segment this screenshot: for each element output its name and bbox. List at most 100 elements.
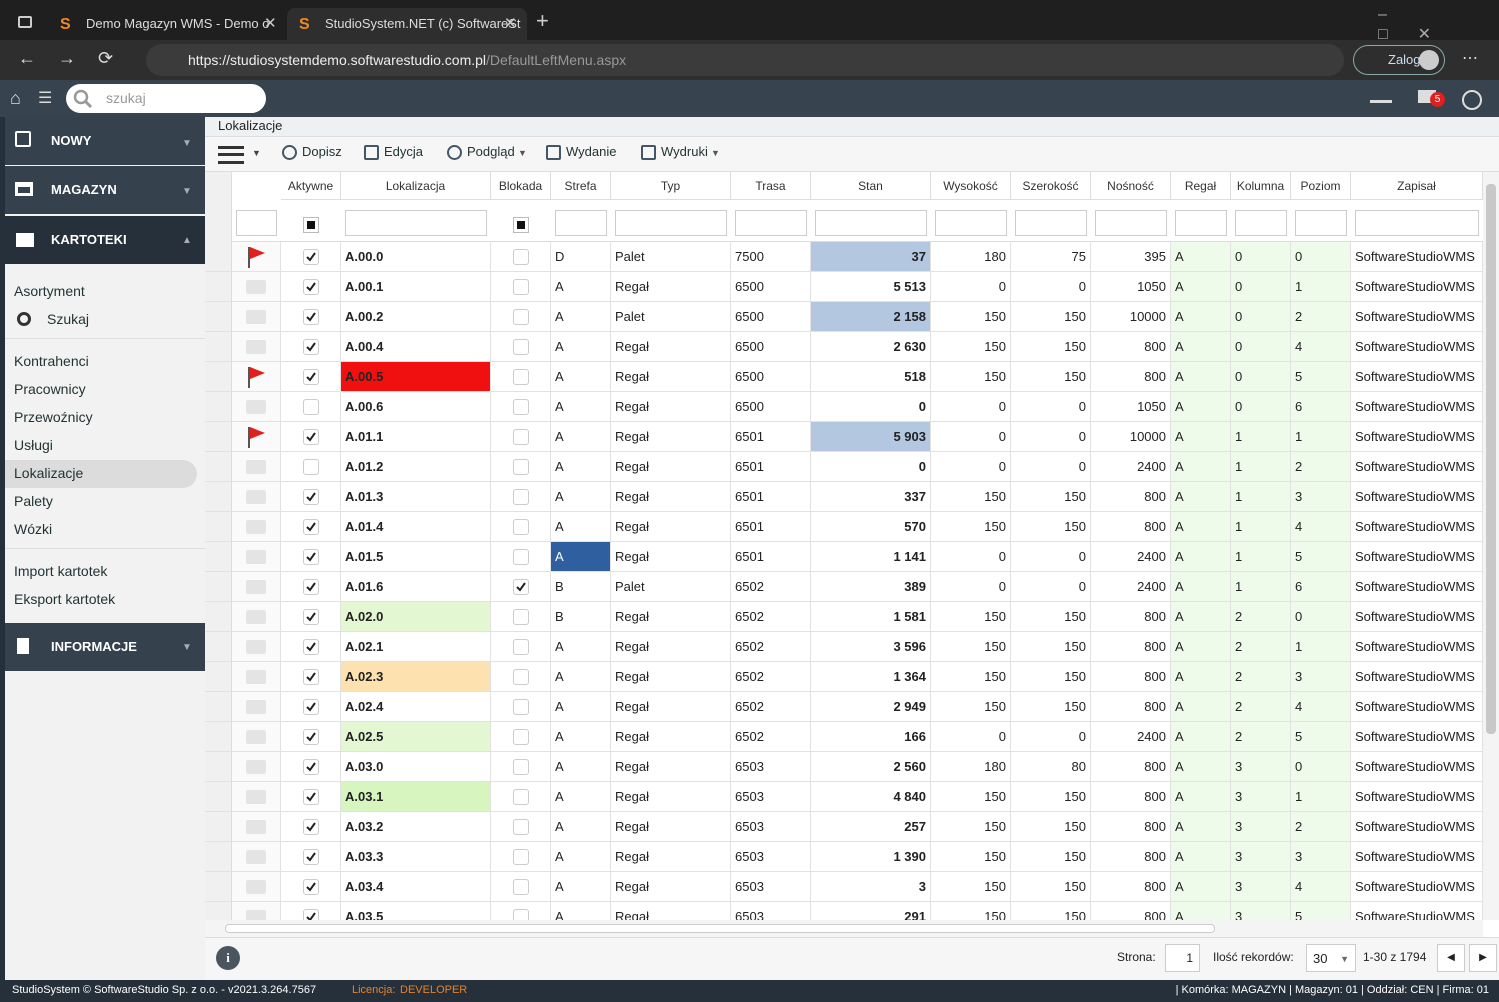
cell[interactable]: 0 [1011, 542, 1091, 572]
cell[interactable]: 1 141 [811, 542, 931, 572]
filter-input[interactable] [615, 210, 727, 236]
cell[interactable]: 2 [1291, 302, 1351, 332]
cell[interactable]: 150 [1011, 812, 1091, 842]
cell[interactable]: 2 949 [811, 692, 931, 722]
column-header[interactable]: Wysokość [931, 172, 1011, 200]
cell[interactable]: 800 [1091, 362, 1171, 392]
cell[interactable]: A [551, 362, 611, 392]
cell[interactable]: 150 [1011, 482, 1091, 512]
cell[interactable]: A [551, 842, 611, 872]
cell[interactable]: A [1171, 632, 1231, 662]
cell[interactable]: SoftwareStudioWMS [1351, 692, 1483, 722]
cell[interactable]: 1 [1291, 632, 1351, 662]
filter-input[interactable] [1235, 210, 1287, 236]
checkbox[interactable] [513, 369, 529, 385]
cell[interactable]: SoftwareStudioWMS [1351, 242, 1483, 272]
cell[interactable]: A [1171, 662, 1231, 692]
column-header[interactable]: Strefa [551, 172, 611, 200]
cell[interactable]: 6 [1291, 572, 1351, 602]
cell[interactable]: A [1171, 302, 1231, 332]
checkbox[interactable] [303, 639, 319, 655]
checkbox[interactable] [513, 879, 529, 895]
checkbox[interactable] [303, 609, 319, 625]
toolbar-button[interactable]: Wydanie [566, 144, 617, 159]
checkbox[interactable] [303, 309, 319, 325]
cell[interactable]: A [551, 752, 611, 782]
cell[interactable]: 150 [1011, 782, 1091, 812]
menu-button[interactable]: ⋯ [1462, 50, 1478, 67]
cell[interactable]: A [1171, 272, 1231, 302]
cell[interactable]: A [551, 632, 611, 662]
cell[interactable]: 4 [1291, 332, 1351, 362]
cell[interactable]: 2400 [1091, 542, 1171, 572]
cell[interactable]: Regał [611, 422, 731, 452]
filter-input[interactable] [1355, 210, 1479, 236]
cell[interactable]: 150 [931, 662, 1011, 692]
cell[interactable]: A [1171, 872, 1231, 902]
cell[interactable]: A [1171, 602, 1231, 632]
cell[interactable]: 3 [1291, 842, 1351, 872]
cell[interactable]: 3 596 [811, 632, 931, 662]
cell[interactable]: 2 [1231, 722, 1291, 752]
cell[interactable]: 6501 [731, 452, 811, 482]
cell[interactable]: 180 [931, 242, 1011, 272]
cell[interactable]: Regał [611, 332, 731, 362]
new-tab[interactable]: + [536, 8, 549, 33]
toolbar-button[interactable]: Podgląd [467, 144, 515, 159]
cell[interactable]: 150 [931, 512, 1011, 542]
cell[interactable]: A [551, 782, 611, 812]
home-icon[interactable]: ⌂ [10, 88, 21, 108]
cell[interactable]: A.00.0 [341, 242, 491, 272]
checkbox[interactable] [303, 819, 319, 835]
cell[interactable]: Regał [611, 722, 731, 752]
cell[interactable]: 5 [1291, 902, 1351, 920]
cell[interactable]: 0 [1231, 272, 1291, 302]
checkbox[interactable] [513, 729, 529, 745]
sidebar-item[interactable]: Wózki [14, 521, 53, 537]
column-header[interactable]: Stan [811, 172, 931, 200]
cell[interactable]: 0 [1011, 452, 1091, 482]
cell[interactable]: SoftwareStudioWMS [1351, 602, 1483, 632]
cell[interactable]: 0 [931, 422, 1011, 452]
cell[interactable]: 0 [931, 452, 1011, 482]
cell[interactable]: A.03.0 [341, 752, 491, 782]
cell[interactable]: A.01.3 [341, 482, 491, 512]
cell[interactable]: A.00.4 [341, 332, 491, 362]
checkbox[interactable] [303, 519, 319, 535]
cell[interactable]: A [551, 392, 611, 422]
checkbox[interactable] [513, 309, 529, 325]
section-informacje[interactable]: INFORMACJE [0, 623, 205, 671]
cell[interactable]: 1 581 [811, 602, 931, 632]
cell[interactable]: Regał [611, 602, 731, 632]
cell[interactable]: 0 [931, 542, 1011, 572]
cell[interactable]: A [1171, 512, 1231, 542]
cell[interactable]: A [551, 872, 611, 902]
tab-active[interactable]: StudioSystem.NET (c) SoftwareSt [287, 8, 527, 40]
cell[interactable]: 1 364 [811, 662, 931, 692]
cell[interactable]: 150 [931, 362, 1011, 392]
checkbox[interactable] [513, 429, 529, 445]
cell[interactable]: 3 [1291, 482, 1351, 512]
cell[interactable]: 6503 [731, 872, 811, 902]
cell[interactable]: 800 [1091, 602, 1171, 632]
cell[interactable]: 800 [1091, 632, 1171, 662]
window-controls[interactable]: –□✕ [1378, 6, 1462, 43]
column-header[interactable]: Nośność [1091, 172, 1171, 200]
cell[interactable]: 3 [1231, 872, 1291, 902]
cell[interactable]: SoftwareStudioWMS [1351, 722, 1483, 752]
checkbox[interactable] [303, 699, 319, 715]
cell[interactable]: B [551, 572, 611, 602]
checkbox[interactable] [513, 759, 529, 775]
menu-toggle[interactable]: ☰ [38, 90, 53, 107]
cell[interactable]: 1 [1291, 782, 1351, 812]
section-kartoteki[interactable]: KARTOTEKI [0, 216, 205, 264]
column-header[interactable]: Lokalizacja [341, 172, 491, 200]
cell[interactable]: 0 [931, 722, 1011, 752]
cell[interactable]: Regał [611, 512, 731, 542]
checkbox[interactable] [303, 399, 319, 415]
cell[interactable]: 4 [1291, 692, 1351, 722]
cell[interactable]: 6502 [731, 692, 811, 722]
cell[interactable]: 2 [1231, 692, 1291, 722]
cell[interactable]: 180 [931, 752, 1011, 782]
filter-checkbox[interactable] [303, 217, 319, 233]
